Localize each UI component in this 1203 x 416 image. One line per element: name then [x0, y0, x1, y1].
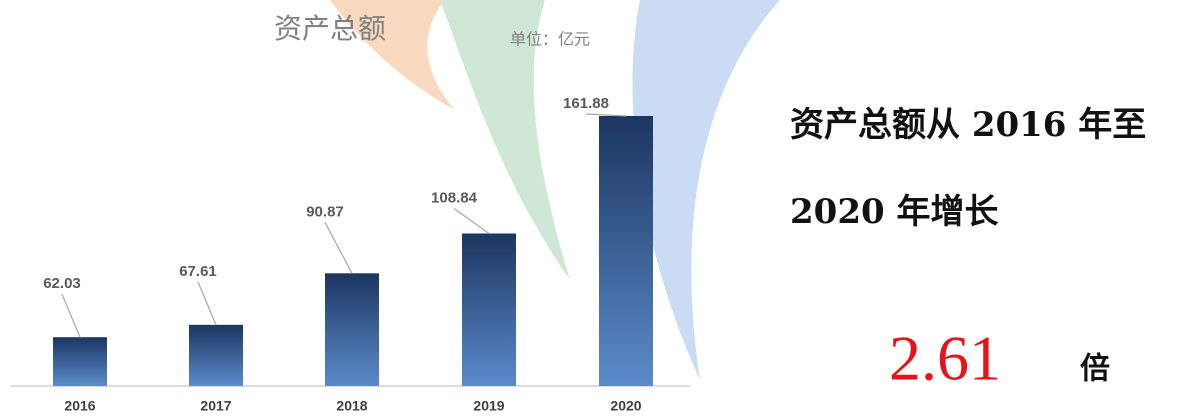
summary-line1: 资产总额从 2016 年至	[790, 105, 1146, 145]
leader-line	[324, 222, 353, 274]
chart-title: 资产总额	[274, 12, 386, 45]
data-label: 90.87	[306, 203, 344, 220]
x-tick-label: 2020	[610, 398, 641, 414]
decor-blue	[632, 0, 780, 380]
summary-line2: 2020 年增长	[790, 192, 998, 232]
unit-label: 单位：亿元	[510, 30, 590, 49]
data-label: 62.03	[43, 275, 81, 292]
data-label: 67.61	[179, 263, 217, 280]
data-label: 108.84	[431, 189, 478, 206]
bar	[53, 337, 107, 386]
bar	[325, 273, 379, 386]
data-label: 161.88	[563, 95, 609, 112]
decor-green	[440, 0, 570, 280]
leader-line	[61, 293, 81, 338]
decor-orange	[330, 0, 455, 110]
bar	[189, 324, 243, 386]
bar	[462, 233, 516, 386]
multiple: 2.61	[889, 323, 1001, 394]
leader-line	[585, 113, 627, 117]
leader-line	[197, 281, 217, 326]
x-tick-label: 2016	[64, 398, 95, 414]
leader-line	[453, 208, 490, 234]
multiple-unit: 倍	[1080, 352, 1110, 387]
x-tick-label: 2017	[200, 398, 231, 414]
x-tick-label: 2018	[336, 398, 367, 414]
x-tick-label: 2019	[473, 398, 504, 414]
bar	[599, 115, 653, 386]
